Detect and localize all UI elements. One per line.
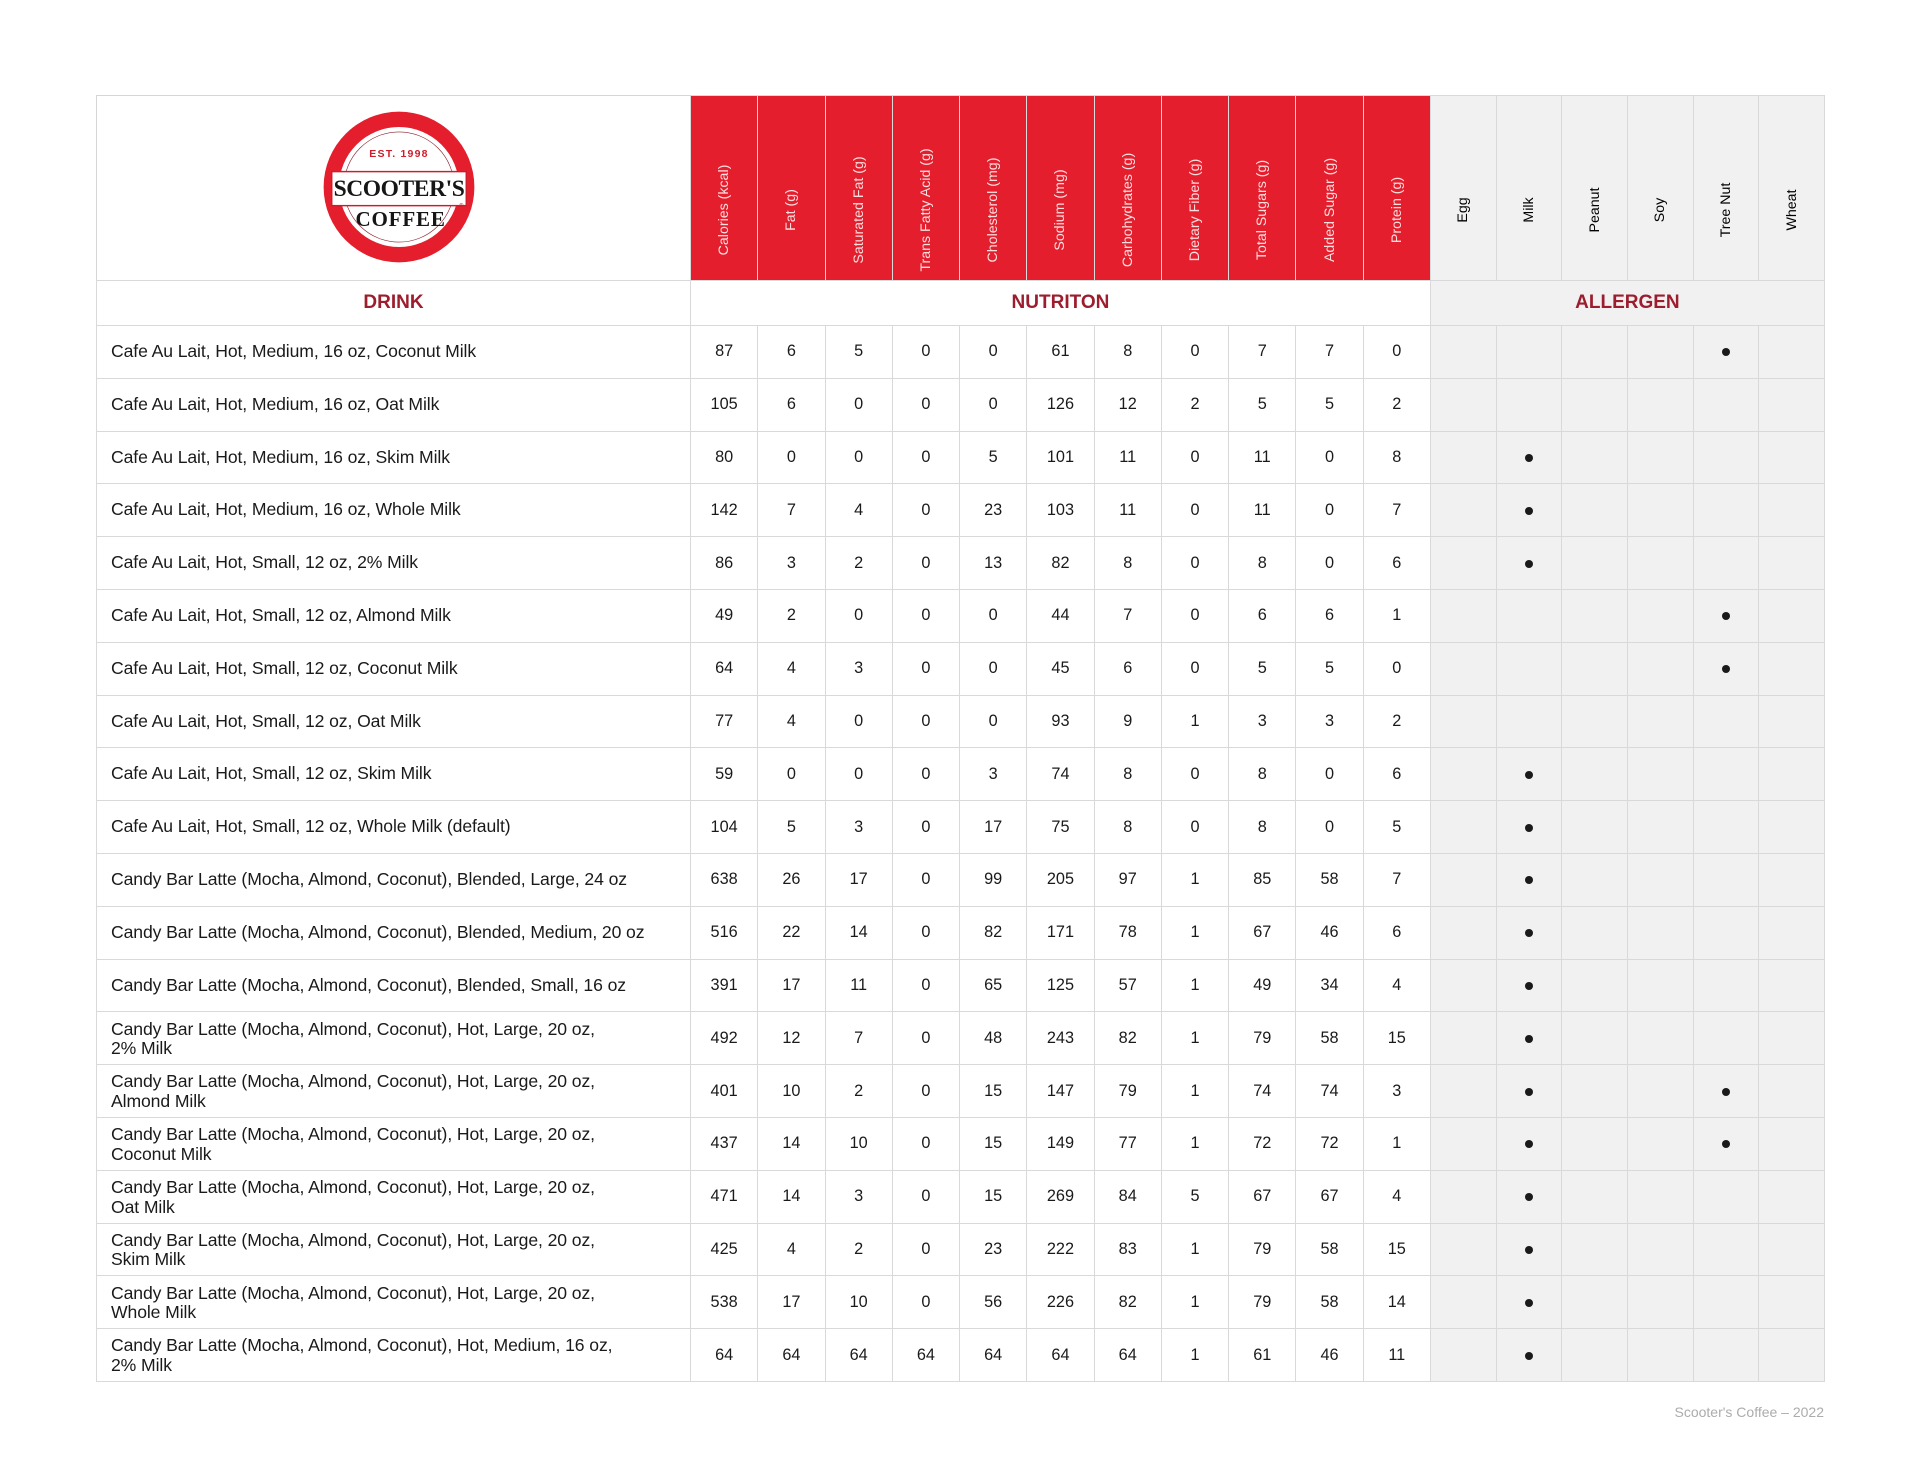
svg-text:COFFEE: COFFEE (355, 207, 445, 231)
svg-text:SCOOTER'S: SCOOTER'S (334, 176, 465, 202)
svg-text:EST. 1998: EST. 1998 (369, 148, 428, 160)
